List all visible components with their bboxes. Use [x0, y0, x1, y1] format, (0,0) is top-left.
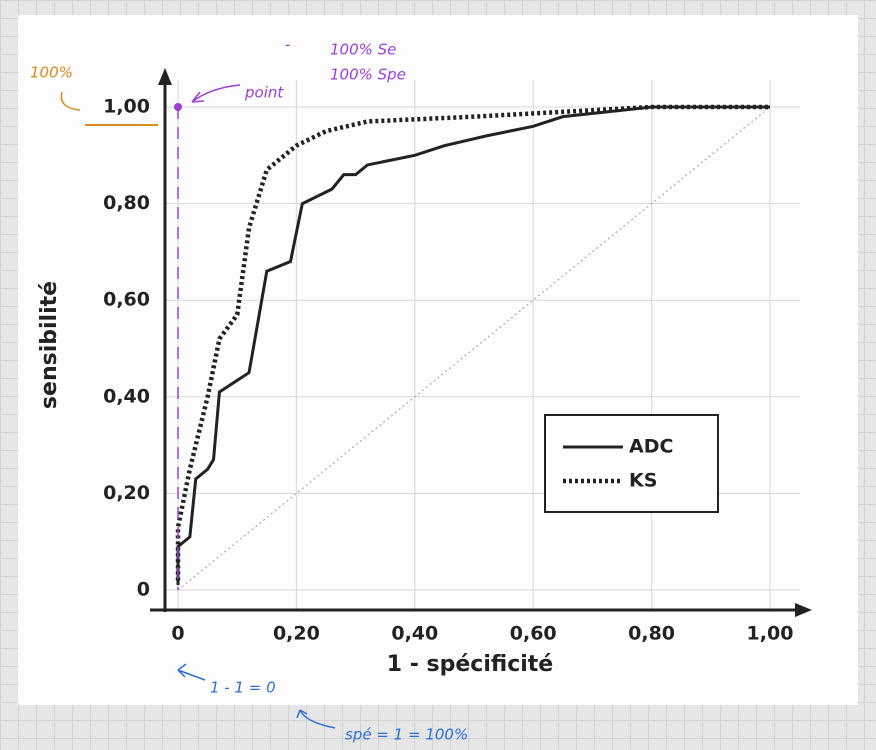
legend-label: KS — [629, 470, 657, 492]
y-axis-label: sensibilité — [37, 281, 62, 409]
annotation: 1 - 1 = 0 — [210, 679, 276, 697]
legend-label: ADC — [629, 436, 673, 458]
annotation: point — [244, 84, 284, 102]
y-tick-label: 0 — [137, 579, 150, 601]
annotation-arrow — [191, 84, 241, 103]
x-axis-label: 1 - spécificité — [387, 652, 553, 677]
x-tick-label: 1,00 — [747, 623, 794, 645]
y-tick-label: 0,80 — [103, 192, 150, 214]
x-tick-label: 0,80 — [628, 623, 675, 645]
annotation: 100% Spe — [330, 66, 406, 84]
annotation: spé = 1 = 100% — [345, 726, 468, 744]
annotation-point — [174, 103, 182, 111]
legend-box — [544, 414, 719, 513]
reference-diagonal — [177, 106, 771, 591]
y-tick-label: 0,20 — [103, 482, 150, 504]
y-tick-label: 0,40 — [103, 385, 150, 407]
annotation-arrow — [60, 91, 81, 111]
x-tick-label: 0,20 — [273, 623, 320, 645]
annotation: - — [285, 36, 290, 54]
annotation-arrow — [177, 663, 206, 681]
y-tick-label: 0,60 — [103, 289, 150, 311]
annotation: 100% Se — [330, 41, 396, 59]
line-series — [176, 105, 770, 586]
annotation-arrow — [296, 709, 336, 729]
x-axis-arrow — [795, 603, 812, 617]
y-tick-label: 1,00 — [103, 96, 150, 118]
x-tick-label: 0 — [171, 623, 184, 645]
line-series — [175, 104, 770, 581]
x-tick-label: 0,40 — [391, 623, 438, 645]
y-axis-arrow — [158, 68, 172, 85]
annotation: 100% — [30, 64, 73, 82]
x-tick-label: 0,60 — [510, 623, 557, 645]
